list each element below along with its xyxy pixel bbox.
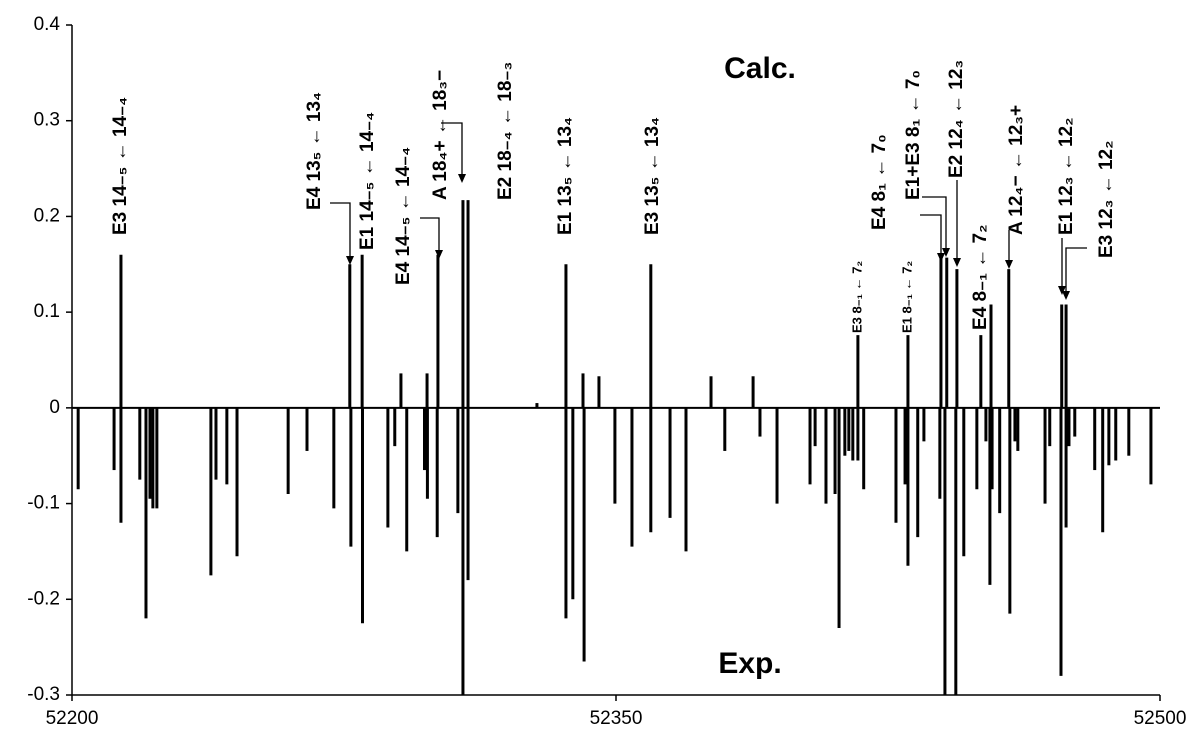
- x-tick-label: 52500: [1134, 708, 1187, 729]
- arrow: [420, 217, 440, 252]
- arrow: [920, 214, 942, 255]
- arrowhead: [1005, 260, 1013, 269]
- annotation: E4 13₅ ← 13₄: [304, 92, 325, 210]
- arrowhead: [937, 253, 945, 262]
- arrowhead: [1058, 286, 1066, 295]
- annotation: Calc.: [724, 52, 796, 85]
- annotation: E2 12₄ ← 12₃: [946, 60, 967, 178]
- annotation: E3 8₋₁ ← 7₂: [849, 261, 864, 333]
- annotation: E3 14₋₅ ← 14₋₄: [110, 97, 131, 235]
- annotation: E1 14₋₅ ← 14₋₄: [357, 112, 378, 250]
- arrow: [922, 196, 947, 250]
- arrowhead: [435, 250, 443, 259]
- arrowhead: [346, 256, 354, 265]
- annotation: E4 8₁ ← 7₀: [869, 134, 890, 230]
- annotation: E4 14₋₅ ← 14₋₄: [393, 147, 414, 285]
- annotation: E3 12₃ ← 12₂: [1096, 140, 1117, 258]
- arrow: [1065, 247, 1087, 293]
- annotation: E1 8₋₁ ← 7₂: [899, 261, 914, 333]
- y-tick-label: -0.2: [27, 588, 60, 609]
- arrowhead: [953, 258, 961, 267]
- y-tick-label: 0.2: [34, 205, 60, 226]
- annotation: E1 12₃ ← 12₂: [1056, 117, 1077, 235]
- x-tick-label: 52200: [46, 708, 99, 729]
- arrowhead: [458, 174, 466, 183]
- arrowhead: [1062, 291, 1070, 300]
- y-tick-label: 0.4: [34, 14, 61, 35]
- annotation: E3 13₅ ← 13₄: [642, 117, 663, 235]
- y-tick-label: 0.1: [34, 301, 60, 322]
- annotation: A 12₄− ← 12₃+: [1006, 105, 1027, 235]
- y-tick-label: 0: [49, 397, 60, 418]
- annotation: E4 8₋₁ ← 7₂: [970, 224, 991, 330]
- annotation: E2 18₋₄ ← 18₋₃: [495, 62, 516, 200]
- y-tick-label: -0.1: [27, 493, 60, 514]
- arrow: [441, 122, 463, 176]
- y-tick-label: 0.3: [34, 110, 60, 131]
- arrowheads: [346, 174, 1070, 300]
- annotation: Exp.: [718, 647, 781, 680]
- arrowhead: [942, 248, 950, 257]
- arrow: [330, 202, 351, 258]
- y-tick-label: -0.3: [27, 684, 60, 705]
- arrows: [330, 122, 1087, 293]
- annotation: E1 13₅ ← 13₄: [555, 117, 576, 235]
- annotation: A 18₄+ ← 18₃−: [430, 70, 451, 200]
- annotation: E1+E3 8₁ ← 7₀: [903, 70, 924, 200]
- x-tick-label: 52350: [590, 708, 643, 729]
